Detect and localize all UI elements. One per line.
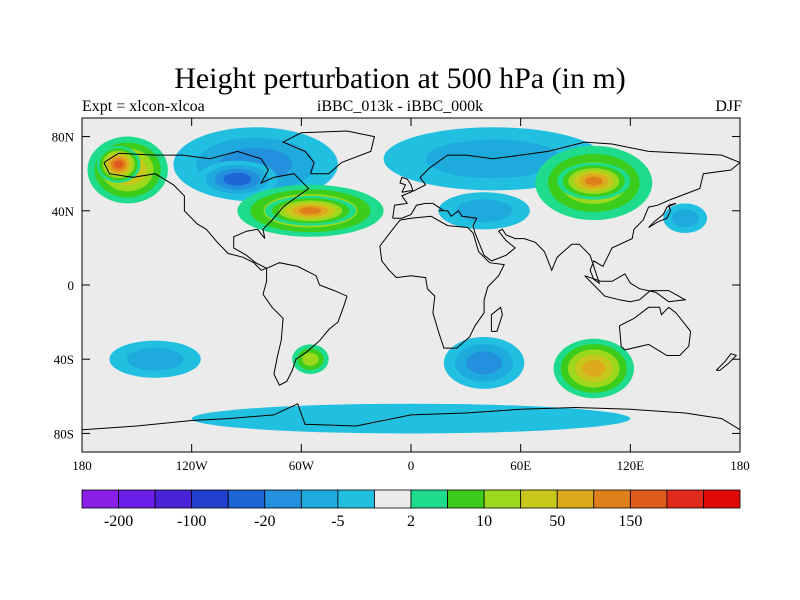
longitude-axis: 180 120W 60W 0 60E 120E 180 (72, 118, 750, 473)
lat-tick-label: 40N (52, 204, 75, 219)
height-perturbation-field (87, 127, 708, 434)
south-america-coast (262, 262, 348, 386)
lon-tick-label: 0 (408, 458, 415, 473)
colorbar-swatch (703, 489, 741, 509)
eurasia-coast (392, 141, 740, 285)
north-atlantic-high-core-level-6 (299, 207, 322, 215)
greenland-coast (281, 130, 376, 175)
lat-tick-label: 80S (54, 426, 74, 441)
indian-ocean-low-level-3 (466, 351, 502, 375)
colorbar-swatch (447, 489, 485, 509)
colorbar-label: -20 (254, 513, 275, 530)
colorbar-swatch (191, 489, 229, 509)
colorbar-swatch (227, 489, 266, 509)
southern-pacific-low-level-2 (126, 347, 184, 371)
lat-tick-label: 40S (54, 352, 74, 367)
indonesia-coast (584, 273, 687, 303)
europe-low-level-2 (455, 199, 513, 223)
case-label: iBBC_013k - iBBC_000k (316, 98, 484, 115)
colorbar-label: 10 (476, 513, 492, 530)
colorbar-swatch (520, 489, 558, 509)
south-atlantic-high-level-3 (302, 352, 319, 366)
lon-tick-label: 120W (176, 458, 209, 473)
colorbar-swatch (629, 489, 668, 509)
colorbar-swatch (337, 489, 375, 509)
colorbar-label: 50 (549, 513, 565, 530)
lon-tick-label: 180 (72, 458, 92, 473)
colorbar-swatch (118, 489, 156, 509)
colorbar-swatch (81, 489, 119, 509)
lon-tick-label: 60W (289, 458, 315, 473)
lon-tick-label: 180 (730, 458, 750, 473)
lat-tick-label: 80N (52, 130, 75, 145)
colorbar-swatch (556, 489, 595, 509)
new-zealand-coast (715, 353, 738, 371)
lon-tick-label: 120E (617, 458, 645, 473)
coastlines (82, 130, 740, 431)
colorbar-label: -5 (331, 513, 344, 530)
antarctica-coast (82, 403, 740, 431)
africa-coast (379, 215, 505, 349)
canada-low-core-level-4 (223, 172, 252, 186)
colorbar-swatch (300, 489, 339, 509)
colorbar-label: -200 (104, 513, 133, 530)
north-america-coast (103, 150, 310, 271)
colorbar-swatch (666, 489, 704, 509)
season-label: DJF (715, 98, 742, 115)
colorbar-swatch (593, 489, 631, 509)
south-indian-high-level-5 (582, 360, 606, 377)
north-pacific-high-core-level-7 (113, 160, 124, 169)
colorbar-swatch (410, 489, 448, 509)
colorbar-swatch (483, 489, 522, 509)
antarctic-margin-level-1 (191, 403, 631, 434)
colorbar-swatch (374, 489, 412, 509)
colorbar-swatch (154, 489, 193, 509)
experiment-label: Expt = xlcon-xlcoa (82, 98, 205, 115)
colorbar-label: -100 (177, 513, 206, 530)
lat-tick-label: 0 (68, 278, 75, 293)
colorbar-label: 150 (618, 513, 642, 530)
japan-coast (648, 202, 677, 228)
lon-tick-label: 60E (510, 458, 531, 473)
west-pacific-low-level-2 (671, 209, 699, 228)
colorbar-swatch (264, 489, 302, 509)
madagascar-coast (490, 306, 503, 332)
chart-title: Height perturbation at 500 hPa (in m) (174, 62, 626, 95)
australia-coast (618, 306, 692, 356)
uk-coast (399, 176, 414, 193)
siberia-high-core-level-6 (584, 176, 603, 186)
colorbar-label: 2 (407, 513, 415, 530)
latitude-axis: 80N 40N 0 40S 80S (52, 130, 740, 441)
